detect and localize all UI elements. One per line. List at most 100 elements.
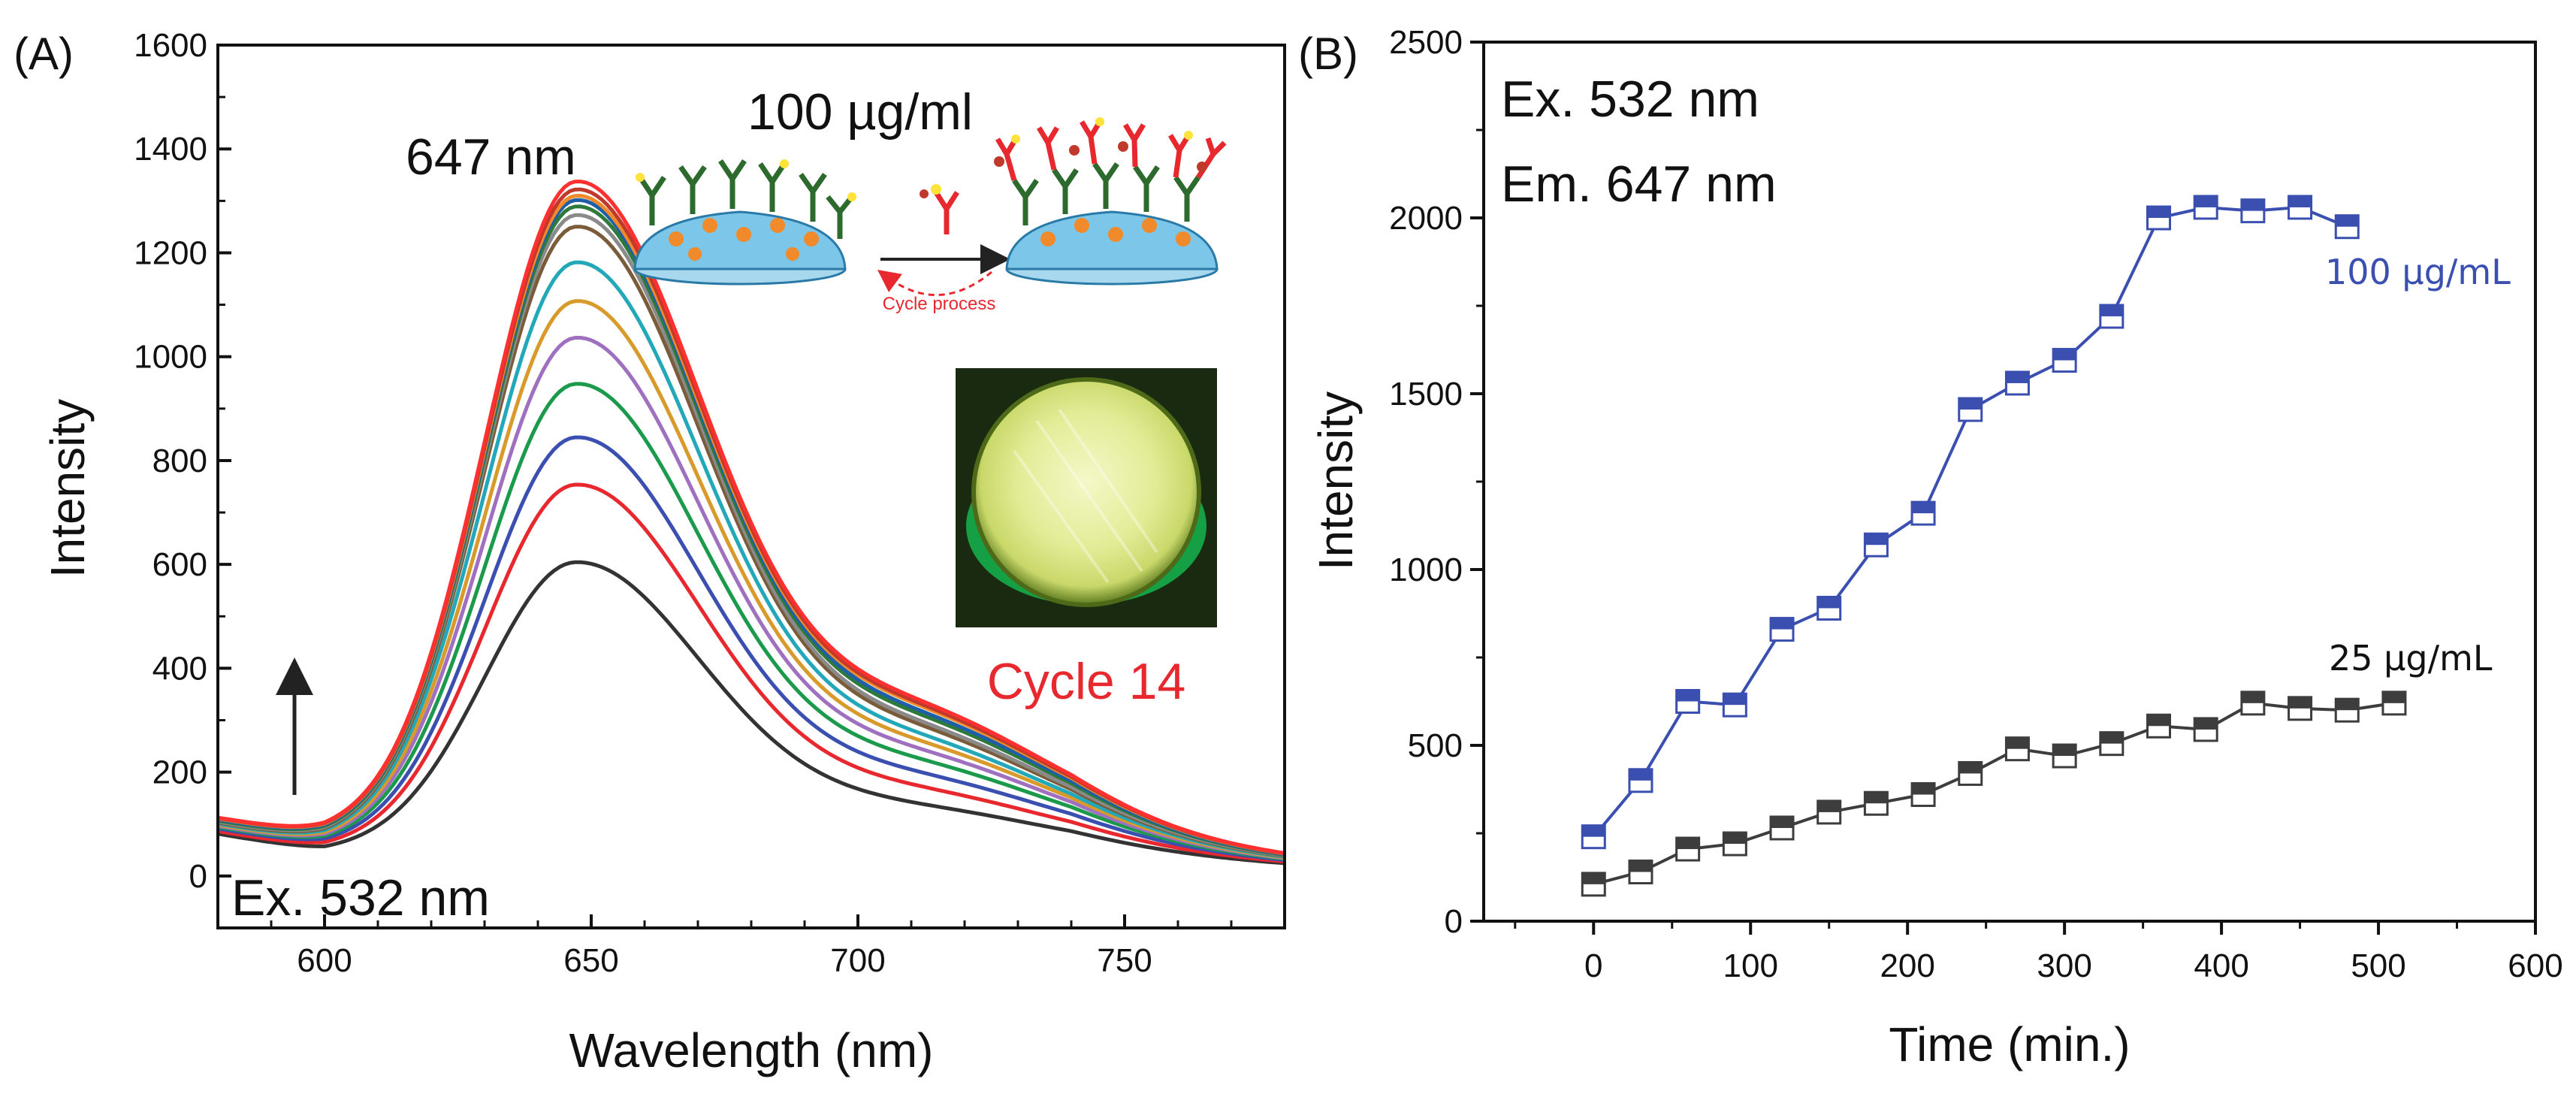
panel-b-frame [1482,41,2537,923]
panel-a-y-tick-label: 1000 [134,339,207,376]
data-point [2240,198,2266,224]
panel-b-y-tick-label: 2000 [1389,200,1463,237]
panel-b-x-tick-label: 200 [1880,947,1934,984]
data-point [1722,692,1747,718]
data-point [1910,782,1936,808]
data-point [2146,713,2172,739]
panel-b-emission-label: Em. 647 nm [1501,156,1777,213]
panel-b-y-tick-label: 1000 [1389,552,1463,588]
panel-b-x-tick-label: 500 [2351,947,2405,984]
series-label-25: 25 µg/mL [2329,638,2493,678]
spectrum-line-4 [217,382,1285,861]
spectrum-line-7 [217,260,1285,859]
data-point [1863,532,1889,558]
data-point [1863,790,1889,816]
data-point [2052,348,2077,373]
data-point [1910,500,1936,526]
data-point [1581,872,1606,897]
panel-b-y-axis-title: Intensity [1309,391,1363,570]
antibody-reagent [920,184,959,234]
data-point [2193,195,2218,220]
panel-a: (A) 600 650 700 750 0 200 400 600 800 1000 1200 140… [14,27,1286,1077]
panel-a-ticks: 600 650 700 750 0 200 400 600 800 1000 1200 1400 160… [134,27,1286,979]
panel-b: (B) 0 100 200 300 400 500 600 0 500 1000 1500 2000 2… [1298,24,2563,1071]
data-point [1958,760,1983,786]
data-point [2099,731,2125,757]
data-point [1675,689,1701,714]
panel-b-series [1581,195,2407,897]
data-point [2004,370,2030,396]
panel-b-ticks: 0 100 200 300 400 500 600 0 500 1000 1500 2000 2500 [1389,24,2563,984]
panel-b-y-tick-label: 0 [1445,903,1463,940]
data-point [1816,799,1842,825]
data-point [1581,824,1606,850]
panel-a-y-tick-label: 400 [153,650,207,687]
spectrum-line-6 [217,299,1285,860]
panel-b-y-tick-label: 1500 [1389,376,1463,412]
series-line-0 [1592,205,2348,838]
data-point [1722,831,1747,857]
data-point [2381,691,2407,716]
panel-b-y-tick-label: 2500 [1389,24,1463,61]
panel-b-x-axis-title: Time (min.) [1889,1017,2130,1071]
data-point [1816,595,1842,621]
data-point [2288,195,2313,220]
panel-b-x-tick-label: 400 [2194,947,2248,984]
panel-a-y-tick-label: 600 [153,546,207,583]
panel-a-x-tick-label: 600 [297,942,352,979]
data-point [1958,397,1983,422]
data-point [1769,815,1795,841]
panel-a-x-tick-label: 650 [563,942,618,979]
data-point [2193,717,2218,742]
panel-b-x-tick-label: 100 [1723,947,1778,984]
panel-b-excitation-label: Ex. 532 nm [1501,71,1759,128]
inset-caption: Cycle 14 [987,653,1186,710]
panel-a-y-tick-label: 1400 [134,131,207,168]
inset-photo [956,368,1217,627]
spectrum-line-2 [217,482,1285,864]
sensor-chip-after [994,117,1227,286]
panel-a-x-tick-label: 750 [1097,942,1152,979]
panel-a-frame [216,44,1286,929]
concentration-label: 100 µg/ml [747,83,973,141]
panel-a-label: (A) [14,29,74,79]
panel-a-y-tick-label: 1600 [134,27,207,64]
panel-a-x-tick-label: 700 [830,942,885,979]
cycle-scheme: Cycle process [633,117,1227,314]
spectrum-line-5 [217,336,1285,860]
data-point [2288,696,2313,721]
panel-a-y-tick-label: 1200 [134,234,207,271]
data-point [1628,768,1653,793]
panel-a-excitation-label: Ex. 532 nm [231,869,490,926]
cycle-return-arrow [877,270,992,297]
data-point [2004,736,2030,762]
data-point [2334,697,2360,723]
data-point [2099,304,2125,329]
data-point [2240,691,2266,716]
spectrum-line-14 [217,180,1285,855]
panel-b-x-tick-label: 600 [2508,947,2562,984]
data-point [1675,836,1701,862]
panel-a-y-tick-label: 800 [153,443,207,479]
panel-a-x-axis-title: Wavelength (nm) [569,1023,934,1077]
peak-wavelength-label: 647 nm [406,128,576,186]
spectrum-line-3 [217,435,1285,863]
panel-a-y-tick-label: 0 [189,858,207,895]
cycle-process-label: Cycle process [883,294,996,314]
panel-a-y-axis-title: Intensity [41,399,95,578]
data-point [2146,205,2172,231]
series-line-1 [1593,701,2395,886]
panel-a-y-tick-label: 200 [153,754,207,791]
data-point [2052,743,2077,769]
sensor-chip-before [633,159,856,286]
data-point [1628,859,1653,884]
panel-b-y-tick-label: 500 [1408,727,1463,764]
panel-a-curves [217,180,1285,866]
series-label-100: 100 µg/mL [2325,252,2511,292]
panel-b-label: (B) [1298,29,1358,79]
spectrum-line-1 [217,560,1285,866]
data-point [1769,617,1795,642]
panel-b-x-tick-label: 300 [2037,947,2091,984]
data-point [2334,214,2360,240]
